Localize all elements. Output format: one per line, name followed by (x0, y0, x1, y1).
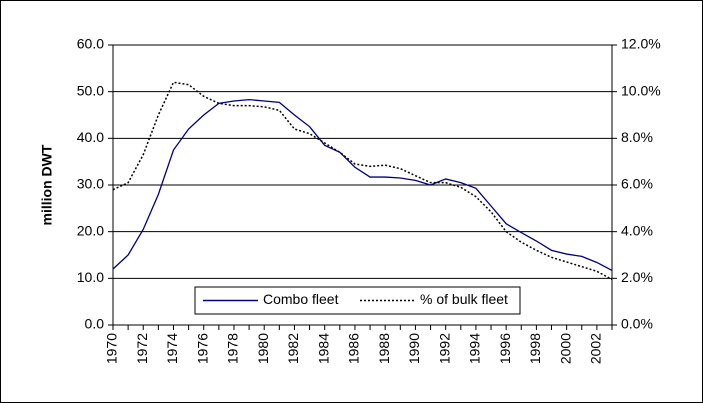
x-tick-label: 1972 (134, 333, 150, 364)
x-tick-label: 1990 (406, 333, 422, 364)
x-tick-label: 1976 (194, 333, 210, 364)
legend-label: % of bulk fleet (420, 291, 508, 307)
y-tick-label: 50.0 (77, 82, 104, 98)
y-tick-label: 0.0 (85, 316, 105, 332)
y2-tick-label: 12.0% (621, 36, 661, 52)
y-tick-label: 20.0 (77, 222, 104, 238)
y-tick-label: 40.0 (77, 129, 104, 145)
y2-tick-label: 8.0% (621, 129, 653, 145)
x-tick-label: 1998 (527, 333, 543, 364)
y2-tick-label: 6.0% (621, 176, 653, 192)
x-tick-label: 1982 (285, 333, 301, 364)
legend-label: Combo fleet (263, 291, 339, 307)
x-tick-label: 1984 (315, 333, 331, 364)
series-line (112, 98, 613, 271)
x-tick-label: 1992 (436, 333, 452, 364)
x-tick-label: 1988 (376, 333, 392, 364)
y2-tick-label: 2.0% (621, 269, 653, 285)
x-tick-label: 1978 (225, 333, 241, 364)
x-tick-label: 2000 (557, 333, 573, 364)
y-tick-label: 30.0 (77, 176, 104, 192)
y2-tick-label: 10.0% (621, 82, 661, 98)
x-tick-label: 1974 (164, 333, 180, 364)
x-tick-label: 1980 (255, 333, 271, 364)
y-tick-label: 60.0 (77, 36, 104, 52)
y-tick-label: 10.0 (77, 269, 104, 285)
y2-tick-label: 4.0% (621, 222, 653, 238)
y2-tick-label: 0.0% (621, 316, 653, 332)
x-tick-label: 1970 (104, 333, 120, 364)
y-axis-label: million DWT (39, 144, 55, 225)
x-tick-label: 1996 (497, 333, 513, 364)
x-tick-label: 1994 (467, 333, 483, 364)
series-line (112, 81, 613, 281)
x-tick-label: 1986 (346, 333, 362, 364)
x-tick-label: 2002 (588, 333, 604, 364)
